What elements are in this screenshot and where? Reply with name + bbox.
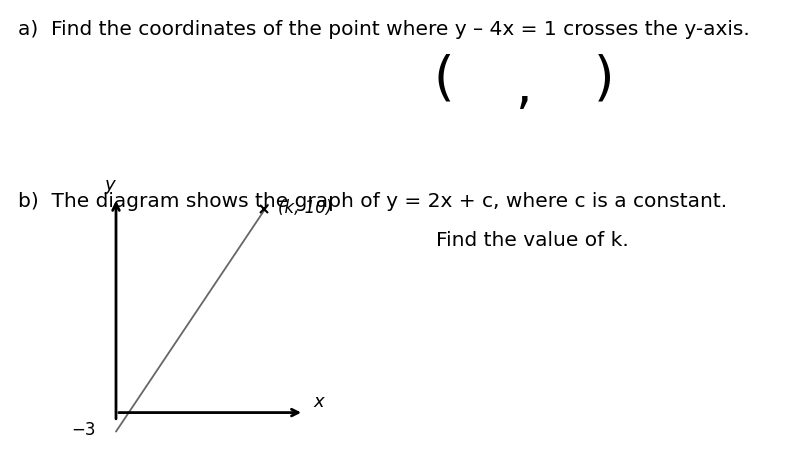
Text: (: ( xyxy=(434,53,454,105)
Text: b)  The diagram shows the graph of y = 2x + c, where c is a constant.: b) The diagram shows the graph of y = 2x… xyxy=(18,192,726,211)
Text: y: y xyxy=(104,176,115,194)
Text: Find the value of k.: Find the value of k. xyxy=(436,230,629,249)
Text: −3: −3 xyxy=(71,420,96,438)
Text: ,: , xyxy=(516,62,532,114)
Text: a)  Find the coordinates of the point where y – 4x = 1 crosses the y-axis.: a) Find the coordinates of the point whe… xyxy=(18,20,750,39)
Text: ): ) xyxy=(594,53,614,105)
Text: x: x xyxy=(314,392,324,410)
Text: (k, 10): (k, 10) xyxy=(278,198,333,216)
